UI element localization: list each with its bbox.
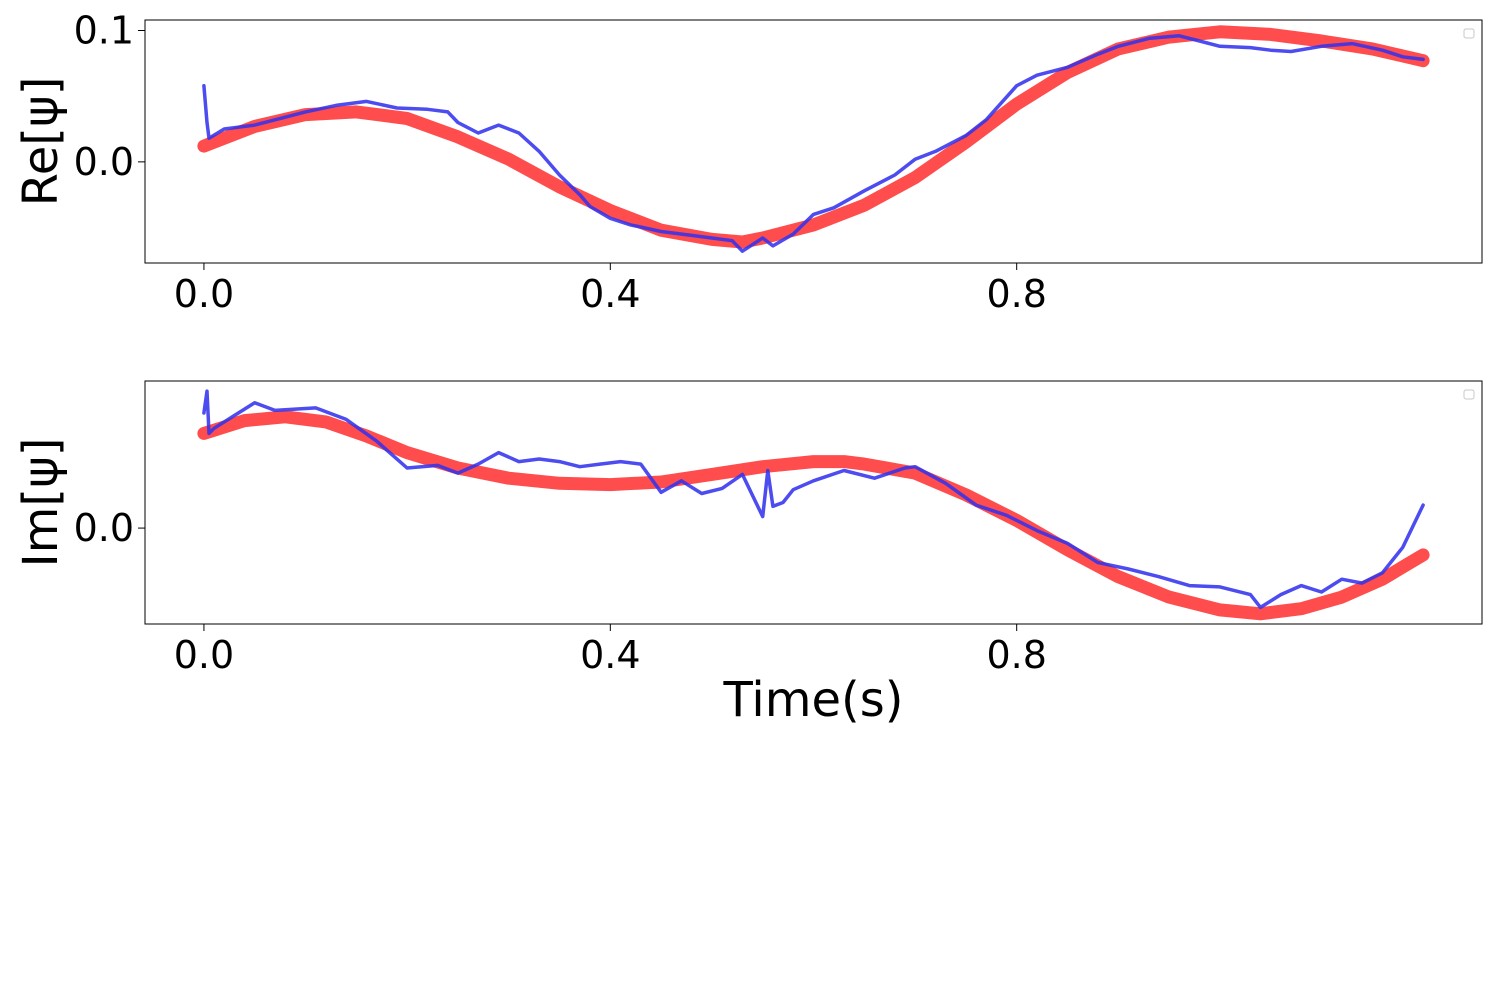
- x-tick-label: 0.0: [174, 272, 234, 316]
- legend: [1463, 389, 1475, 400]
- y-axis-label: Im[ψ]: [13, 437, 69, 567]
- legend: [1463, 28, 1475, 39]
- y-tick-label: 0.1: [74, 9, 134, 53]
- y-tick-label: 0.0: [74, 140, 134, 184]
- subplot-1: 0.0 0.4 0.8 0.0 0.1Re[ψ]: [13, 9, 1483, 316]
- y-tick-label: 0.0: [74, 506, 134, 550]
- x-tick-label: 0.4: [580, 633, 640, 677]
- x-tick-label: 0.8: [986, 272, 1046, 316]
- plot-area: [197, 25, 1430, 253]
- x-tick-label: 0.4: [580, 272, 640, 316]
- x-tick-label: 0.8: [986, 633, 1046, 677]
- x-tick-label: 0.0: [174, 633, 234, 677]
- fit-line: [197, 25, 1430, 249]
- data-line: [202, 389, 1425, 610]
- axes-frame: [144, 380, 1483, 625]
- plot-area: [197, 389, 1430, 621]
- y-axis-label: Re[ψ]: [13, 77, 69, 207]
- data-line: [202, 34, 1425, 253]
- axes-frame: [144, 19, 1483, 264]
- subplot-2: 0.0 0.4 0.80.0Im[ψ]Time(s): [13, 380, 1483, 728]
- fit-line: [197, 410, 1430, 621]
- x-axis-label: Time(s): [723, 672, 904, 728]
